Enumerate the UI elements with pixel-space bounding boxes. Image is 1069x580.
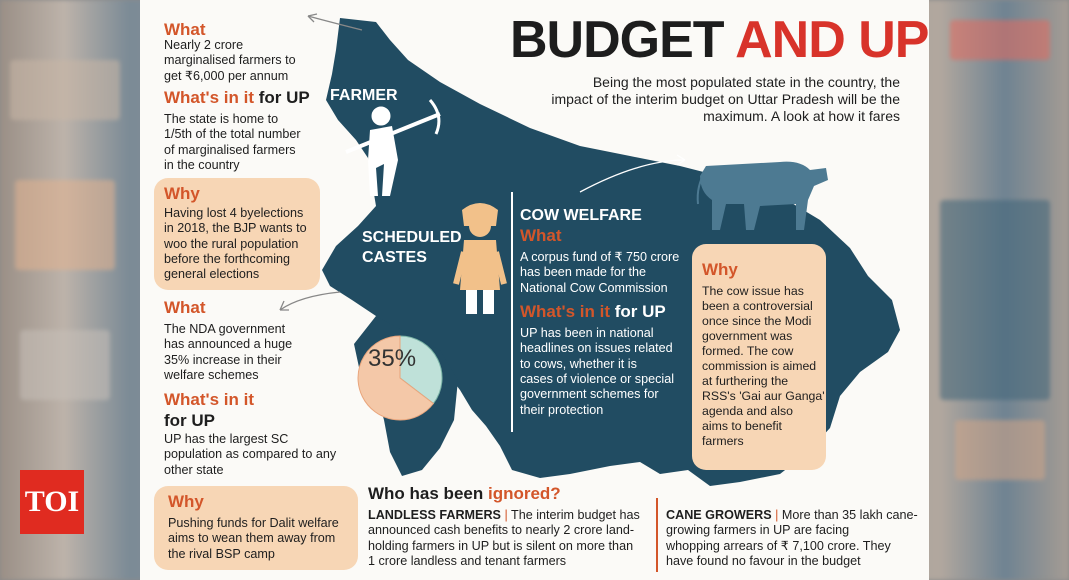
sc-what-text: The NDA government has announced a huge 35… bbox=[164, 322, 293, 383]
sc-whats-heading: What's in it for UP bbox=[164, 390, 254, 430]
cane-text: CANE GROWERS | More than 35 lakh cane- g… bbox=[666, 508, 918, 569]
intro-text: Being the most populated state in the co… bbox=[551, 74, 900, 125]
cow-label: COW WELFARE bbox=[520, 207, 642, 224]
landless-text: LANDLESS FARMERS | The interim budget ha… bbox=[368, 508, 640, 569]
farmer-why-text: Having lost 4 byelections in 2018, the BJ… bbox=[164, 206, 307, 282]
cow-what-text: A corpus fund of ₹ 750 crore has been mad… bbox=[520, 250, 680, 295]
arrow-farmer-head bbox=[307, 13, 318, 23]
infographic-card: BUDGET AND UP Being the most populated s… bbox=[140, 0, 929, 580]
title-and-up: AND UP bbox=[735, 11, 929, 69]
cow-why-text: The cow issue has been a controversial onc… bbox=[702, 284, 825, 448]
farmer-label: FARMER bbox=[330, 87, 398, 104]
sc-whats-text: UP has the largest SC population as compa… bbox=[164, 432, 337, 477]
pie-slice-rest bbox=[357, 335, 435, 421]
cow-whats-heading: What's in it for UP bbox=[520, 302, 666, 321]
cow-icon bbox=[696, 161, 828, 230]
farmer-whats-text: The state is home to 1/5th of the total n… bbox=[164, 112, 301, 173]
arrow-sc bbox=[279, 291, 341, 311]
page-title: BUDGET AND UP bbox=[510, 11, 929, 69]
farmer-why-heading: Why bbox=[164, 184, 200, 203]
ignored-divider bbox=[656, 498, 658, 572]
sc-why-text: Pushing funds for Dalit welfare aims to w… bbox=[168, 516, 339, 561]
toi-logo: TOI bbox=[20, 470, 84, 534]
farmer-what-heading: What bbox=[164, 20, 206, 39]
arrow-cow-head bbox=[676, 154, 686, 166]
title-budget: BUDGET bbox=[510, 11, 725, 69]
cow-whats-text: UP has been in national headlines on issu… bbox=[520, 326, 675, 417]
ignored-heading: Who has been ignored? bbox=[368, 484, 561, 503]
sc-what-heading: What bbox=[164, 298, 206, 317]
sc-why-bubble bbox=[154, 486, 358, 570]
arrow-farmer bbox=[307, 15, 363, 31]
farmer-why-bubble bbox=[154, 178, 320, 290]
farmer-what-text: Nearly 2 crore marginalised farmers to get… bbox=[164, 38, 296, 83]
cow-what-heading: What bbox=[520, 226, 562, 245]
farmer-icon bbox=[345, 99, 441, 196]
arrow-sc-head bbox=[279, 300, 289, 311]
cow-why-heading: Why bbox=[702, 260, 738, 279]
sc-label: SCHEDULED CASTES bbox=[362, 229, 462, 266]
scheduled-caste-person-icon bbox=[453, 203, 507, 314]
pie-slice-35 bbox=[399, 335, 443, 405]
pie-percent-label: 35% bbox=[368, 345, 417, 372]
sc-pie-chart bbox=[357, 335, 443, 421]
cow-why-bubble bbox=[692, 244, 826, 470]
sc-why-heading: Why bbox=[168, 492, 204, 511]
farmer-whats-heading: What's in it for UP bbox=[164, 88, 310, 107]
arrow-cow bbox=[579, 159, 686, 193]
